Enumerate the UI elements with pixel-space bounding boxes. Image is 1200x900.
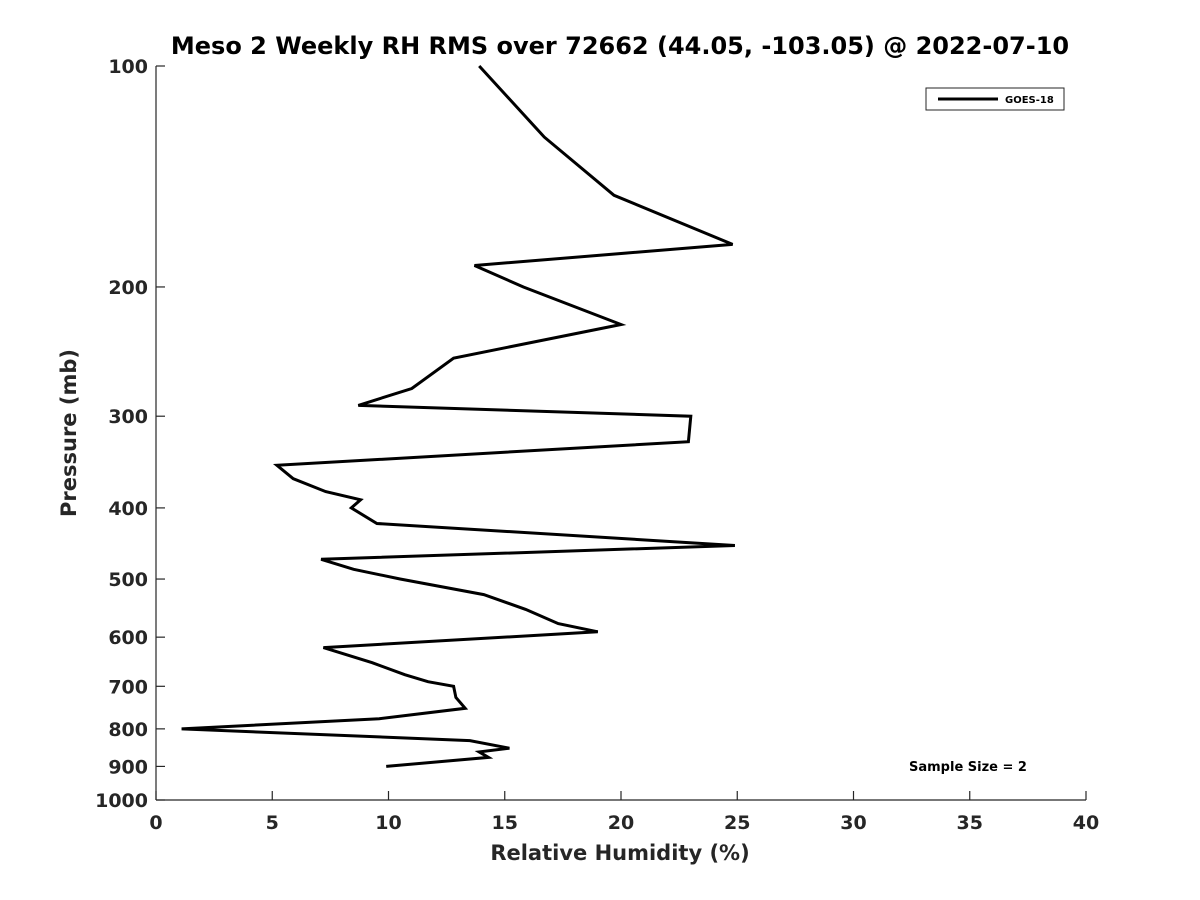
legend: GOES-18 bbox=[925, 87, 1065, 111]
y-tick-label: 700 bbox=[108, 676, 148, 698]
y-tick-label: 300 bbox=[108, 406, 148, 428]
x-tick-label: 25 bbox=[724, 812, 750, 834]
y-tick-label: 200 bbox=[108, 277, 148, 299]
x-tick-label: 15 bbox=[492, 812, 518, 834]
sample-size-annotation: Sample Size = 2 bbox=[909, 760, 1027, 775]
series-line-goes-18 bbox=[181, 64, 735, 768]
y-tick-label: 100 bbox=[108, 56, 148, 78]
y-tick-label: 600 bbox=[108, 627, 148, 649]
x-axis-ticks: 0 5 10 15 20 25 30 35 40 bbox=[149, 791, 1099, 834]
y-tick-label: 800 bbox=[108, 719, 148, 741]
y-tick-label: 500 bbox=[108, 569, 148, 591]
y-axis-ticks: 100 200 300 400 500 600 700 800 900 1000 bbox=[95, 56, 165, 812]
legend-entry-goes-18: GOES-18 bbox=[1005, 95, 1054, 106]
x-tick-label: 40 bbox=[1073, 812, 1099, 834]
x-tick-label: 5 bbox=[266, 812, 279, 834]
y-tick-label: 900 bbox=[108, 756, 148, 778]
y-axis-label: Pressure (mb) bbox=[57, 349, 81, 517]
x-tick-label: 30 bbox=[840, 812, 866, 834]
y-tick-label: 400 bbox=[108, 498, 148, 520]
x-tick-label: 0 bbox=[149, 812, 162, 834]
series-layer bbox=[181, 64, 735, 768]
plot-area: 0 5 10 15 20 25 30 35 40 100 200 300 400 500 600 700 80… bbox=[95, 56, 1099, 834]
chart-title: Meso 2 Weekly RH RMS over 72662 (44.05, … bbox=[171, 32, 1069, 60]
y-tick-label: 1000 bbox=[95, 790, 148, 812]
x-tick-label: 35 bbox=[957, 812, 983, 834]
x-tick-label: 10 bbox=[375, 812, 401, 834]
x-axis-label: Relative Humidity (%) bbox=[490, 841, 749, 865]
x-tick-label: 20 bbox=[608, 812, 634, 834]
